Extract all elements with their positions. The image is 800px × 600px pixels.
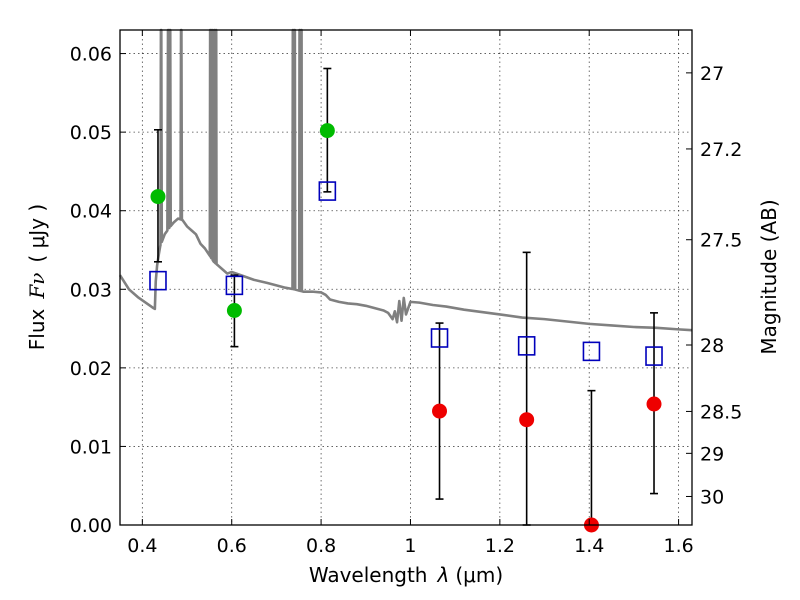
non-detection-point xyxy=(519,412,535,428)
data-points xyxy=(149,67,663,533)
plot-frame xyxy=(119,29,693,526)
model-square xyxy=(517,336,536,356)
y-tick-label: 0.02 xyxy=(70,358,112,380)
y-axis-label-symbol: Fν xyxy=(25,273,49,300)
y-axis-label: Flux Fν ( μJy ) xyxy=(25,204,49,350)
detection-point xyxy=(319,123,335,139)
x-tick-label: 1 xyxy=(404,535,416,557)
x-axis-label-symbol: λ xyxy=(437,563,450,587)
y-tick-label: 0.06 xyxy=(70,44,112,66)
axis-ticks: 0.4 0.6 0.8 1 1.2 1.4 1.6 0.00 0.01 0.02 0.03 0.04 0… xyxy=(70,30,742,557)
y2-tick-label: 28 xyxy=(700,335,724,357)
model-square xyxy=(645,346,663,366)
detection-point xyxy=(226,303,242,318)
model-square xyxy=(225,275,244,296)
y-axis-label-unit: ( μJy ) xyxy=(25,204,49,263)
secondary-y-axis-label: Magnitude (AB) xyxy=(757,199,781,354)
y-tick-label: 0.03 xyxy=(70,279,112,301)
model-square xyxy=(582,341,601,362)
x-axis-label-unit: (μm) xyxy=(455,563,503,587)
spectrum-line xyxy=(118,28,693,332)
y2-tick-label: 29 xyxy=(700,443,724,465)
x-axis-label: Wavelength λ (μm) xyxy=(309,563,503,587)
non-detection-point xyxy=(646,396,662,412)
model-square xyxy=(149,270,167,291)
x-axis-label-prefix: Wavelength xyxy=(309,563,428,587)
x-tick-label: 1.6 xyxy=(663,535,693,557)
y-axis-label-prefix: Flux xyxy=(25,308,49,350)
x-tick-label: 0.6 xyxy=(217,535,247,557)
x-tick-label: 0.8 xyxy=(306,535,336,557)
y-tick-label: 0.01 xyxy=(70,436,112,458)
model-square xyxy=(318,181,337,201)
detection-point xyxy=(150,189,166,205)
y2-tick-label: 27.5 xyxy=(700,230,742,252)
x-tick-label: 1.2 xyxy=(485,535,515,557)
model-square xyxy=(430,328,449,348)
model-spectrum xyxy=(118,28,693,332)
y-tick-label: 0.04 xyxy=(70,201,112,223)
y2-tick-label: 27 xyxy=(700,63,724,85)
y2-tick-label: 30 xyxy=(700,486,724,508)
non-detection-point xyxy=(432,403,448,419)
y2-tick-label: 27.2 xyxy=(700,139,742,161)
y-tick-label: 0.05 xyxy=(70,122,112,144)
y-tick-label: 0.00 xyxy=(70,515,112,537)
x-tick-label: 0.4 xyxy=(127,535,157,557)
y2-tick-label: 28.5 xyxy=(700,401,742,423)
x-tick-label: 1.4 xyxy=(574,535,604,557)
